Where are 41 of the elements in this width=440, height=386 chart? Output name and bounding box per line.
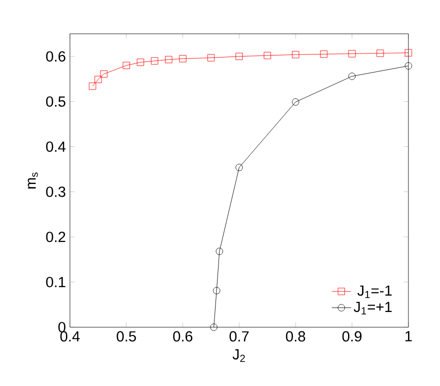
y-tick-label: 0.4 bbox=[46, 142, 66, 152]
x-tick-label: 0.9 bbox=[342, 331, 362, 342]
x-tick-label: 1 bbox=[405, 331, 412, 342]
point bbox=[213, 287, 220, 294]
x-tick-label: 0.7 bbox=[230, 331, 249, 342]
x-axis-title: J$_{2}$ bbox=[232, 349, 245, 362]
point bbox=[179, 55, 186, 62]
point bbox=[404, 49, 412, 56]
point bbox=[404, 62, 412, 70]
point bbox=[136, 58, 144, 66]
point bbox=[264, 52, 271, 60]
point bbox=[165, 56, 172, 64]
y-tick-label: 0.3 bbox=[46, 186, 66, 198]
point bbox=[348, 50, 356, 58]
point bbox=[320, 50, 328, 58]
x-tick-label: 0.4 bbox=[60, 331, 80, 342]
point bbox=[122, 62, 130, 70]
x-tick-label: 0.8 bbox=[286, 331, 306, 342]
point bbox=[94, 76, 102, 84]
point bbox=[348, 72, 356, 80]
point bbox=[216, 248, 224, 256]
point bbox=[236, 164, 243, 172]
y-axis-title: m$_{s}$ bbox=[28, 172, 38, 189]
x-tick-label: 0.6 bbox=[173, 331, 192, 342]
point bbox=[150, 57, 158, 65]
point bbox=[236, 52, 243, 60]
y-tick-label: 0 bbox=[58, 322, 66, 332]
y-tick-label: 0.2 bbox=[46, 232, 66, 242]
y-tick-label: 0.1 bbox=[46, 276, 66, 288]
point bbox=[292, 98, 300, 106]
y-tick-label: 0.5 bbox=[46, 96, 66, 107]
y-tick-label: 0.6 bbox=[46, 51, 66, 62]
x-tick-label: 0.5 bbox=[116, 331, 136, 342]
point bbox=[210, 324, 218, 331]
point bbox=[376, 50, 384, 57]
point bbox=[292, 51, 300, 58]
point bbox=[207, 54, 215, 62]
point bbox=[100, 70, 108, 78]
point bbox=[88, 82, 96, 90]
legend-label: J$_{1}$=+1 bbox=[354, 302, 392, 314]
legend-label: J$_{1}$=-1 bbox=[357, 286, 392, 298]
